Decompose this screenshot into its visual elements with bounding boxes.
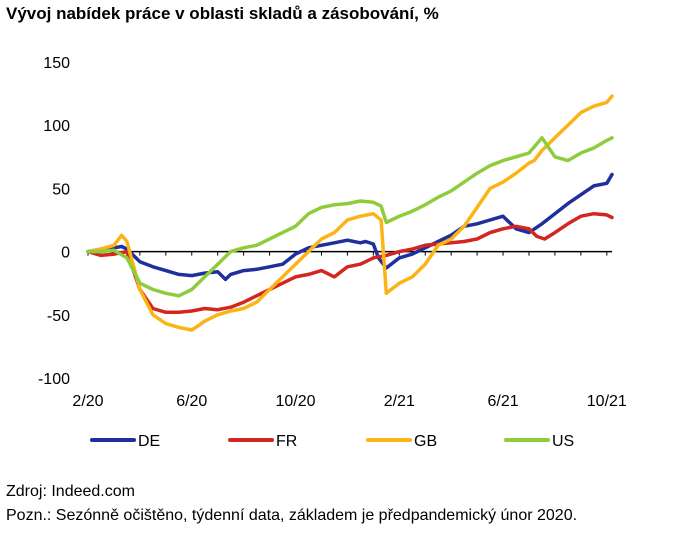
x-tick-label: 6/20: [176, 393, 207, 410]
line-chart: -100 -50 0 50 100 150 2/20 6/20 10/20 2/21 6/21 10…: [38, 55, 627, 450]
chart-title: Vývoj nabídek práce v oblasti skladů a z…: [6, 4, 439, 23]
x-axis-ticks: 2/20 6/20 10/20 2/21 6/21 10/21: [72, 251, 627, 410]
series-lines: [86, 94, 614, 332]
series-line-gb: [86, 94, 614, 332]
x-tick-label: 2/20: [72, 393, 103, 410]
x-tick-label: 6/21: [487, 393, 518, 410]
legend-label-us: US: [552, 433, 574, 450]
y-tick-label: 0: [61, 245, 70, 262]
legend: DE FR GB US: [90, 433, 574, 450]
y-tick-label: -100: [38, 371, 70, 388]
y-tick-label: 50: [52, 181, 70, 198]
y-tick-label: 150: [43, 55, 70, 72]
y-tick-label: 100: [43, 118, 70, 135]
legend-label-fr: FR: [276, 433, 297, 450]
note-text: Pozn.: Sezónně očištěno, týdenní data, z…: [6, 507, 578, 524]
y-tick-label: -50: [47, 308, 70, 325]
series-line-de: [86, 172, 614, 282]
x-tick-label: 10/20: [276, 393, 316, 410]
series-line-us: [86, 136, 614, 298]
y-axis-ticks: -100 -50 0 50 100 150: [38, 55, 70, 388]
legend-label-de: DE: [138, 433, 160, 450]
source-text: Zdroj: Indeed.com: [6, 483, 135, 500]
series-line-fr: [86, 211, 614, 315]
x-tick-label: 10/21: [587, 393, 627, 410]
legend-label-gb: GB: [414, 433, 437, 450]
x-tick-label: 2/21: [384, 393, 415, 410]
